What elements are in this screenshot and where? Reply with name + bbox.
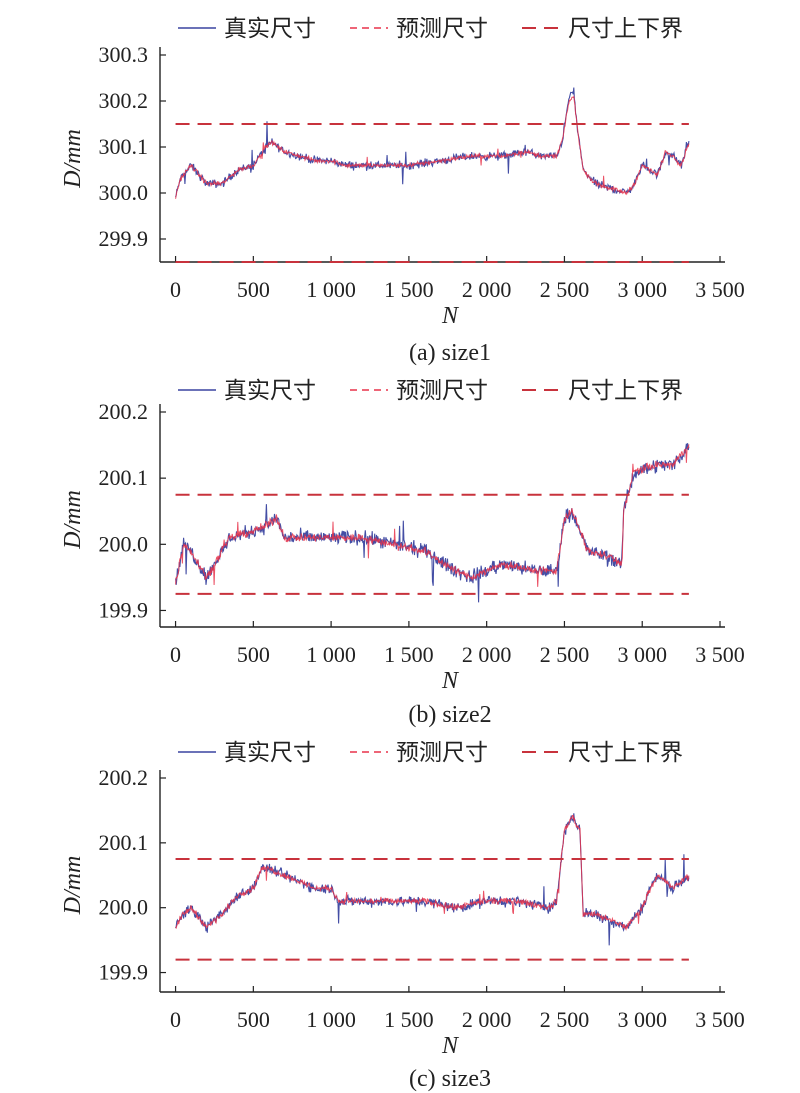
x-tick-label: 1 000 (306, 1007, 356, 1032)
x-axis-title: N (441, 1033, 460, 1059)
x-tick-label: 3 000 (617, 1007, 667, 1032)
chart-panel-2: 真实尺寸 预测尺寸 尺寸上下界 199.9 200.0 200.1 200.2 0 500 1 0… (60, 378, 745, 728)
legend-label-bounds: 尺寸上下界 (568, 16, 683, 42)
y-tick-label: 200.2 (99, 399, 149, 424)
x-tick-label: 3 500 (695, 1007, 745, 1032)
chart-panel-3: 真实尺寸 预测尺寸 尺寸上下界 199.9 200.0 200.1 200.2 0 500 1 0… (60, 740, 745, 1092)
panel-caption: (a) size1 (409, 340, 491, 366)
x-tick-label: 1 000 (306, 277, 356, 302)
y-tick-label: 199.9 (99, 960, 149, 985)
x-tick-label: 1 500 (384, 1007, 434, 1032)
x-axis-title: N (441, 303, 460, 329)
series-line-predicted (175, 95, 690, 199)
series-line-actual (175, 87, 690, 198)
x-tick-label: 500 (237, 642, 270, 667)
x-tick-label: 2 500 (540, 1007, 590, 1032)
series-line-predicted (175, 444, 690, 587)
legend-label-predicted: 预测尺寸 (396, 378, 488, 404)
y-tick-label: 300.2 (99, 88, 149, 113)
x-axis-title: N (441, 668, 460, 694)
series-line-actual (175, 443, 690, 603)
x-tick-label: 1 500 (384, 277, 434, 302)
legend: 真实尺寸 预测尺寸 尺寸上下界 (178, 378, 683, 404)
legend: 真实尺寸 预测尺寸 尺寸上下界 (178, 16, 683, 42)
x-tick-label: 500 (237, 277, 270, 302)
x-tick-label: 1 500 (384, 642, 434, 667)
chart-panel-1: 真实尺寸 预测尺寸 尺寸上下界 299.9 300.0 300.1 300.2 300.3 0 5… (60, 16, 745, 366)
x-tick-label: 3 000 (617, 642, 667, 667)
series-line-predicted (175, 814, 690, 931)
legend: 真实尺寸 预测尺寸 尺寸上下界 (178, 740, 683, 766)
x-tick-label: 3 500 (695, 642, 745, 667)
y-tick-label: 200.2 (99, 765, 149, 790)
y-tick-label: 300.1 (99, 134, 149, 159)
legend-label-bounds: 尺寸上下界 (568, 740, 683, 766)
x-tick-label: 2 000 (462, 277, 512, 302)
y-tick-label: 300.0 (99, 180, 149, 205)
legend-label-actual: 真实尺寸 (224, 740, 316, 766)
y-axis-title: D/mm (60, 129, 86, 189)
legend-label-actual: 真实尺寸 (224, 16, 316, 42)
y-axis-title: D/mm (60, 856, 86, 916)
x-tick-label: 2 500 (540, 642, 590, 667)
legend-label-predicted: 预测尺寸 (396, 740, 488, 766)
x-tick-label: 1 000 (306, 642, 356, 667)
y-tick-label: 200.0 (99, 531, 149, 556)
x-tick-label: 0 (170, 1007, 181, 1032)
y-tick-label: 199.9 (99, 597, 149, 622)
panel-caption: (c) size3 (409, 1066, 491, 1092)
panel-caption: (b) size2 (408, 702, 491, 728)
legend-label-bounds: 尺寸上下界 (568, 378, 683, 404)
x-tick-label: 2 000 (462, 642, 512, 667)
x-tick-label: 2 500 (540, 277, 590, 302)
x-tick-label: 3 000 (617, 277, 667, 302)
x-tick-label: 2 000 (462, 1007, 512, 1032)
y-tick-label: 200.1 (99, 465, 149, 490)
y-tick-label: 200.0 (99, 895, 149, 920)
legend-label-predicted: 预测尺寸 (396, 16, 488, 42)
x-tick-label: 500 (237, 1007, 270, 1032)
x-tick-label: 0 (170, 642, 181, 667)
x-tick-label: 3 500 (695, 277, 745, 302)
legend-label-actual: 真实尺寸 (224, 378, 316, 404)
y-axis-title: D/mm (60, 490, 86, 550)
x-tick-label: 0 (170, 277, 181, 302)
y-tick-label: 200.1 (99, 830, 149, 855)
y-tick-label: 299.9 (99, 226, 149, 251)
series-line-actual (175, 813, 690, 946)
y-tick-label: 300.3 (99, 42, 149, 67)
